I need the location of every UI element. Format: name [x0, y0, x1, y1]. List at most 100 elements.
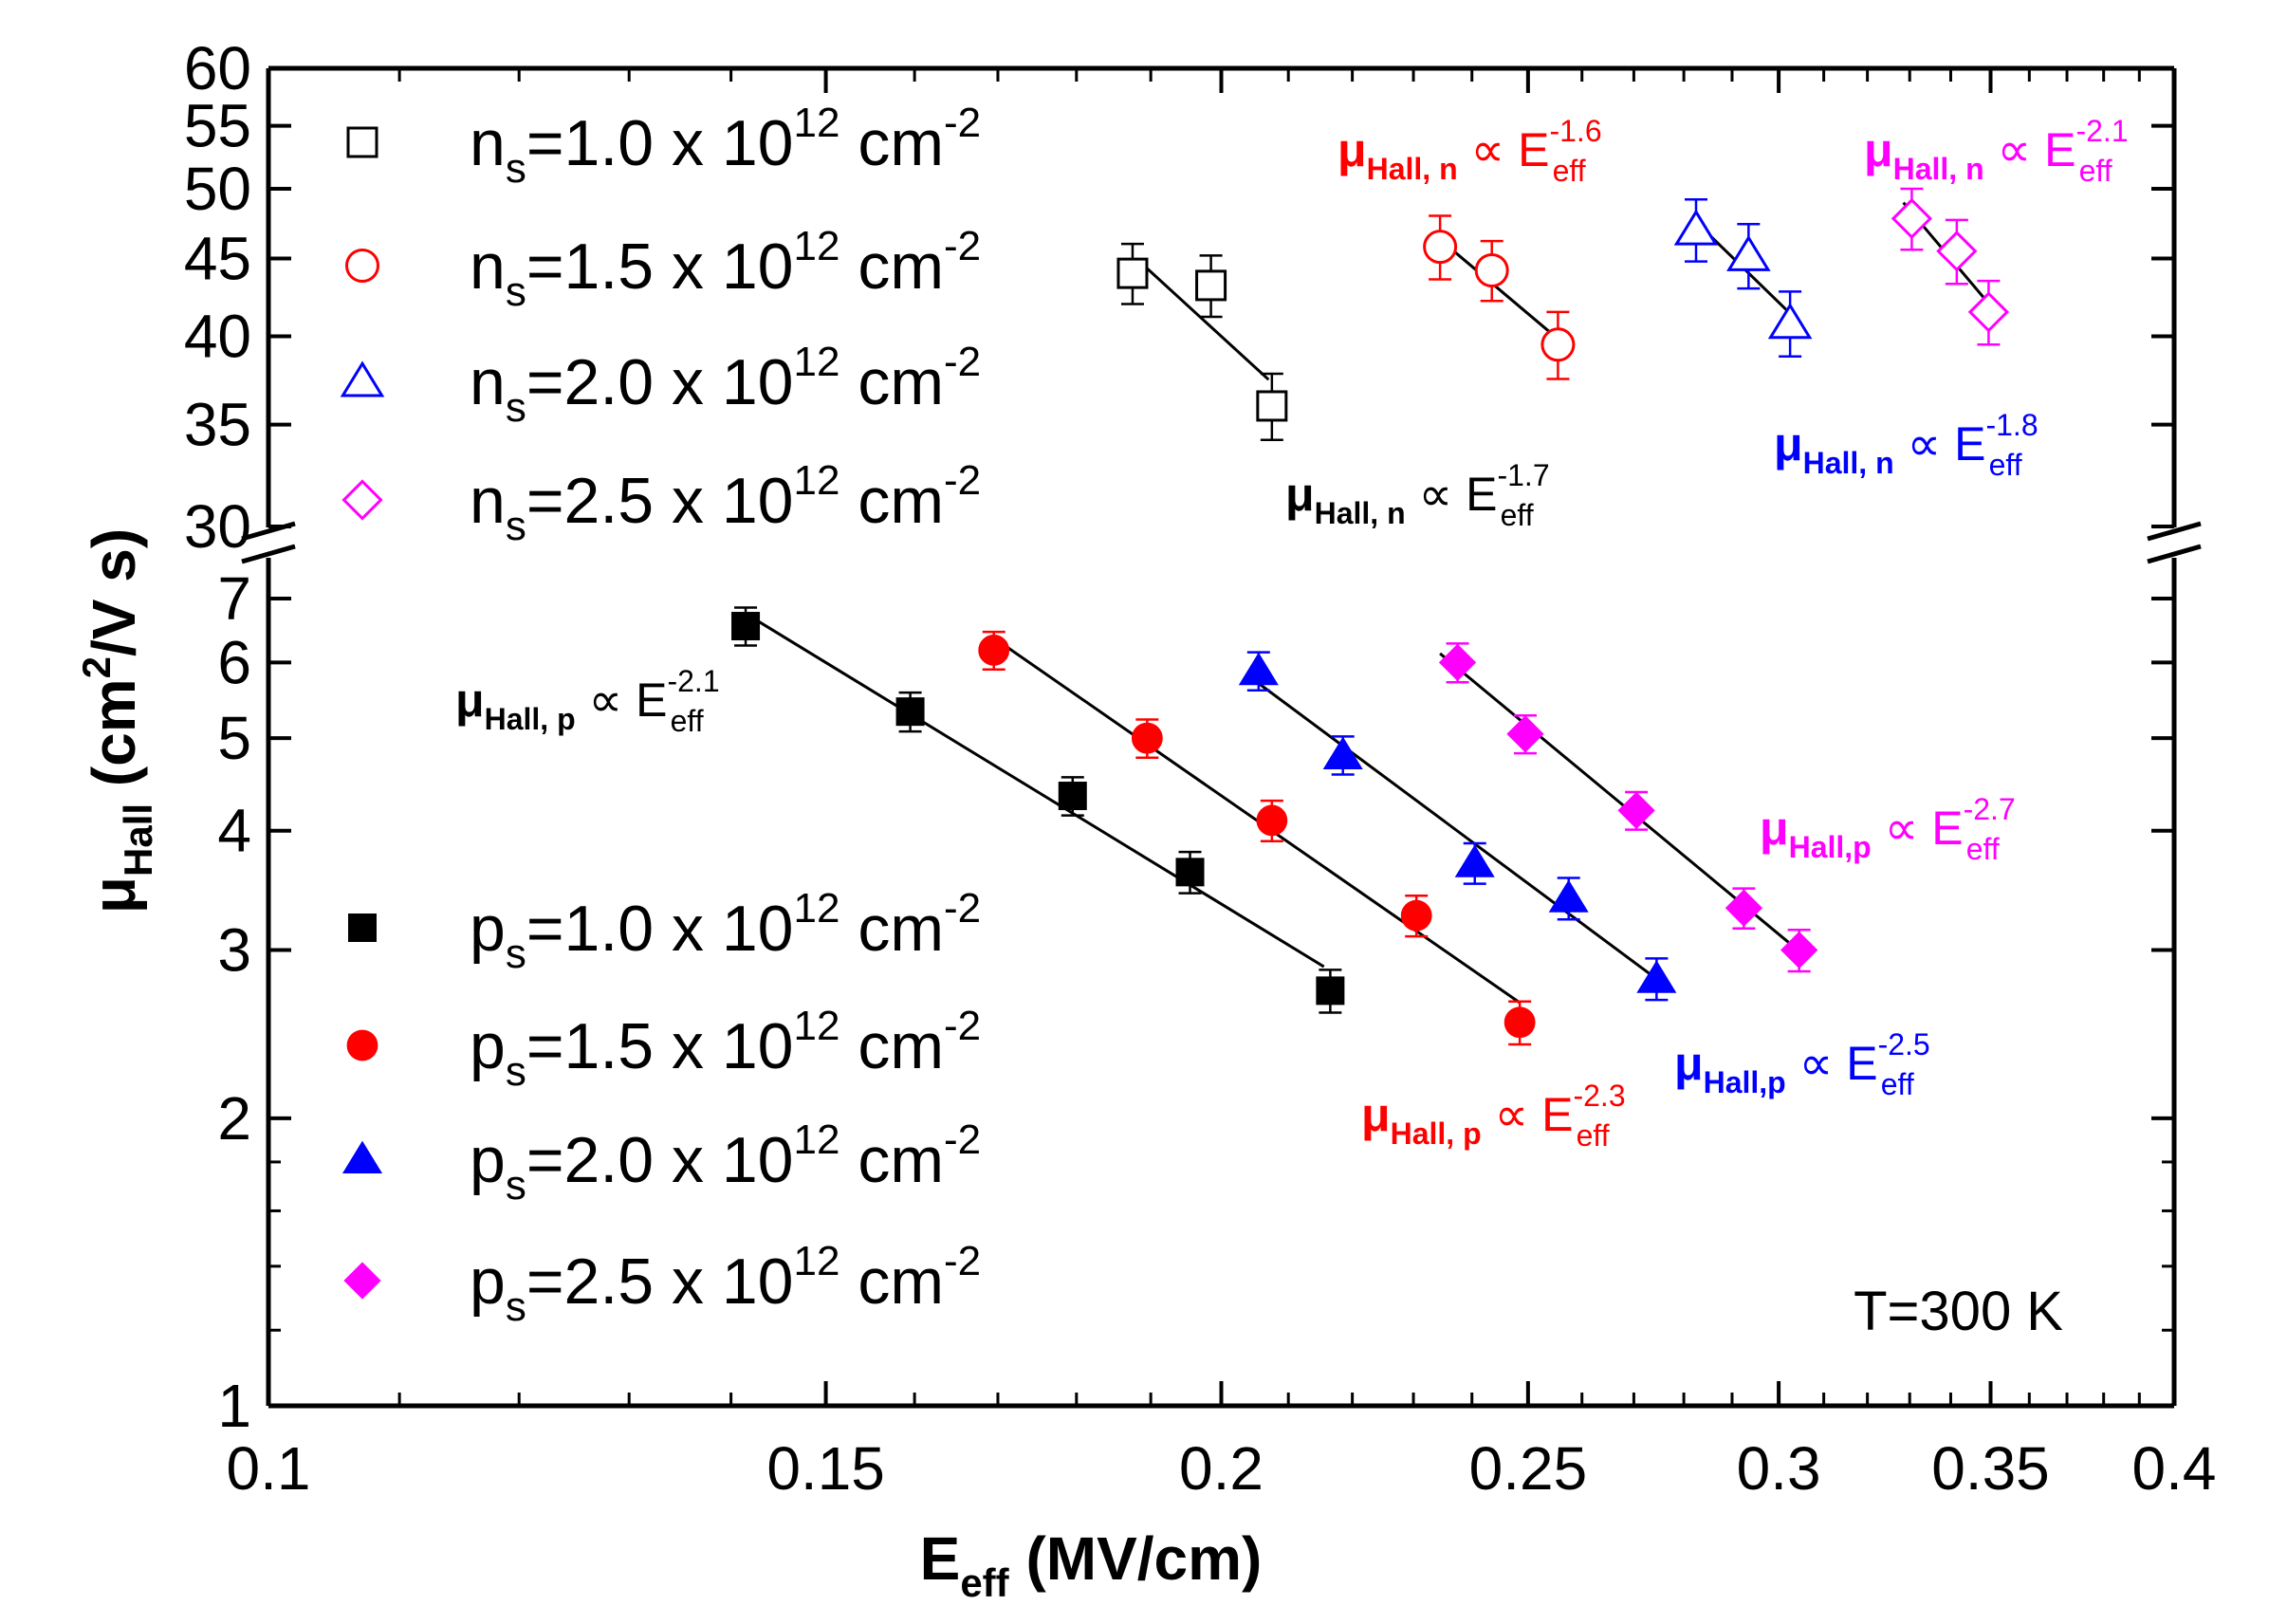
- x-tick-label: 0.3: [1737, 1434, 1821, 1503]
- axis-break-mark: [2147, 521, 2202, 542]
- series-n-1-5-point: [1540, 327, 1576, 362]
- fit-annotation-label: μHall, n ∝ E-1.6 eff: [1337, 114, 1602, 188]
- y-lower-tick-label: 1: [217, 1372, 251, 1440]
- series-p-2-0-point: [1548, 879, 1589, 913]
- y-lower-tick-label: 2: [217, 1084, 251, 1153]
- legend-marker: [346, 126, 378, 158]
- x-tick-label: 0.2: [1179, 1434, 1264, 1503]
- legend-label: ns=2.0 x 1012 cm-2: [470, 339, 981, 431]
- legend-marker: [348, 914, 377, 942]
- series-p-2-0-fit-line: [1250, 676, 1658, 981]
- legend-label: ps=2.5 x 1012 cm-2: [470, 1238, 981, 1330]
- legend-marker: [341, 479, 383, 521]
- series-n-2-0-point-bg: [1768, 304, 1812, 339]
- legend-marker: [346, 1029, 378, 1061]
- y-upper-tick-label: 35: [184, 391, 251, 459]
- series-p-1-5-point: [1131, 722, 1163, 754]
- series-n-1-0-point: [1195, 269, 1227, 302]
- series-n-2-0-point: [1767, 303, 1813, 340]
- series-p-1-5-point: [1256, 804, 1288, 837]
- legend-label: ps=1.5 x 1012 cm-2: [470, 1003, 981, 1095]
- legend-marker: [345, 249, 379, 283]
- y-upper-tick-label: 45: [184, 224, 251, 292]
- legend-label: ps=1.0 x 1012 cm-2: [470, 885, 981, 977]
- series-p-2-5-point: [1780, 931, 1818, 969]
- legend-marker: [341, 1140, 383, 1173]
- series-n-2-0-point-bg: [1674, 210, 1718, 246]
- series-p-2-5-point: [1438, 643, 1477, 681]
- series-p-1-5-point: [1400, 899, 1432, 932]
- series-n-2-0-point: [1726, 234, 1771, 271]
- data-points: [731, 197, 2010, 1039]
- series-p-1-5-point: [978, 635, 1010, 666]
- legend: ns=1.0 x 1012 cm-2 ns=1.5 x 1012 cm-2 ns=2…: [340, 100, 981, 1330]
- series-p-2-0-point: [1322, 736, 1363, 769]
- series-n-2-5-point-bg: [1968, 291, 2009, 332]
- legend-marker: [340, 360, 385, 397]
- y-lower-tick-label: 4: [217, 797, 251, 865]
- series-n-2-5-point: [1936, 231, 1978, 272]
- fit-annotation-label: μHall, n ∝ E-2.1 eff: [1864, 114, 2129, 188]
- fit-annotation-label: μHall, n ∝ E-1.8 eff: [1774, 408, 2038, 482]
- y-lower-tick-label: 3: [217, 916, 251, 985]
- legend-label: ns=1.0 x 1012 cm-2: [470, 100, 981, 192]
- legend-label: ns=1.5 x 1012 cm-2: [470, 223, 981, 315]
- y-upper-tick-label: 40: [184, 303, 251, 371]
- series-p-1-0-point: [731, 612, 761, 641]
- series-p-1-0-point: [1316, 976, 1345, 1006]
- series-p-2-0-point: [1454, 844, 1495, 877]
- y-upper-tick-label: 55: [184, 92, 251, 160]
- series-n-2-5-point: [1967, 291, 2010, 333]
- series-p-2-5-point: [1617, 791, 1655, 829]
- fit-annotation-label: μHall,p ∝ E-2.7 eff: [1760, 792, 2016, 866]
- series-n-1-0-point: [1116, 257, 1149, 289]
- series-p-2-0-point: [1238, 652, 1279, 686]
- fit-annotations: μHall, n ∝ E-1.6 eff μHall, n ∝ E-2.1 eff μH…: [455, 114, 2129, 1153]
- series-n-1-5-point: [1423, 230, 1458, 265]
- x-tick-label: 0.1: [227, 1434, 311, 1503]
- series-p-1-0-point: [895, 697, 925, 727]
- y-lower-tick-label: 7: [217, 564, 251, 633]
- series-p-1-5-point: [1503, 1006, 1536, 1039]
- series-n-1-0-point-bg: [1256, 390, 1287, 421]
- series-n-2-0-point-bg: [1726, 235, 1770, 271]
- series-n-1-5-point: [1474, 252, 1509, 287]
- series-n-1-0-point-bg: [1195, 269, 1227, 301]
- series-p-2-5-point: [1725, 889, 1763, 927]
- series-n-2-5-point: [1891, 197, 1933, 240]
- legend-label: ps=2.0 x 1012 cm-2: [470, 1116, 981, 1209]
- legend-marker: [343, 1262, 381, 1300]
- axis-break-mark: [2147, 544, 2202, 564]
- series-p-2-5-point: [1506, 715, 1544, 753]
- x-tick-label: 0.4: [2132, 1434, 2217, 1503]
- series-p-1-0-point: [1058, 782, 1087, 811]
- x-tick-label: 0.25: [1469, 1434, 1588, 1503]
- temperature-label: T=300 K: [1854, 1281, 2063, 1342]
- fit-annotation-label: μHall, n ∝ E-1.7 eff: [1285, 458, 1550, 532]
- fit-annotation-label: μHall, p ∝ E-2.3 eff: [1361, 1079, 1626, 1153]
- series-n-1-5-fit-line: [1439, 238, 1559, 341]
- axis-ticks: 0.1 0.15 0.2 0.25 0.3 0.35 0.43035404550556012…: [184, 34, 2217, 1503]
- x-tick-label: 0.15: [766, 1434, 885, 1503]
- axis-break-mark: [241, 544, 296, 564]
- series-p-1-0-point: [1175, 858, 1205, 887]
- y-upper-tick-label: 30: [184, 492, 251, 561]
- y-axis-title: μHall (cm2/V s): [74, 528, 160, 914]
- series-p-2-0-point: [1636, 960, 1677, 993]
- series-n-2-5-point-bg: [1891, 198, 1932, 239]
- series-p-1-0-fit-line: [745, 612, 1325, 969]
- x-tick-label: 0.35: [1931, 1434, 2050, 1503]
- series-n-1-0-point: [1256, 390, 1288, 422]
- fit-annotation-label: μHall, p ∝ E-2.1 eff: [455, 664, 720, 738]
- series-n-2-5-point-bg: [1936, 231, 1977, 271]
- x-axis-title: Eeff (MV/cm): [920, 1524, 1263, 1605]
- y-upper-tick-label: 50: [184, 155, 251, 223]
- legend-label: ns=2.5 x 1012 cm-2: [470, 457, 981, 549]
- y-upper-tick-label: 60: [184, 34, 251, 102]
- fit-annotation-label: μHall,p ∝ E-2.5 eff: [1674, 1027, 1930, 1101]
- series-n-2-0-point: [1673, 209, 1719, 246]
- series-n-1-0-point-bg: [1116, 258, 1148, 289]
- y-lower-tick-label: 5: [217, 704, 251, 772]
- series-n-1-0-fit-line: [1134, 257, 1270, 381]
